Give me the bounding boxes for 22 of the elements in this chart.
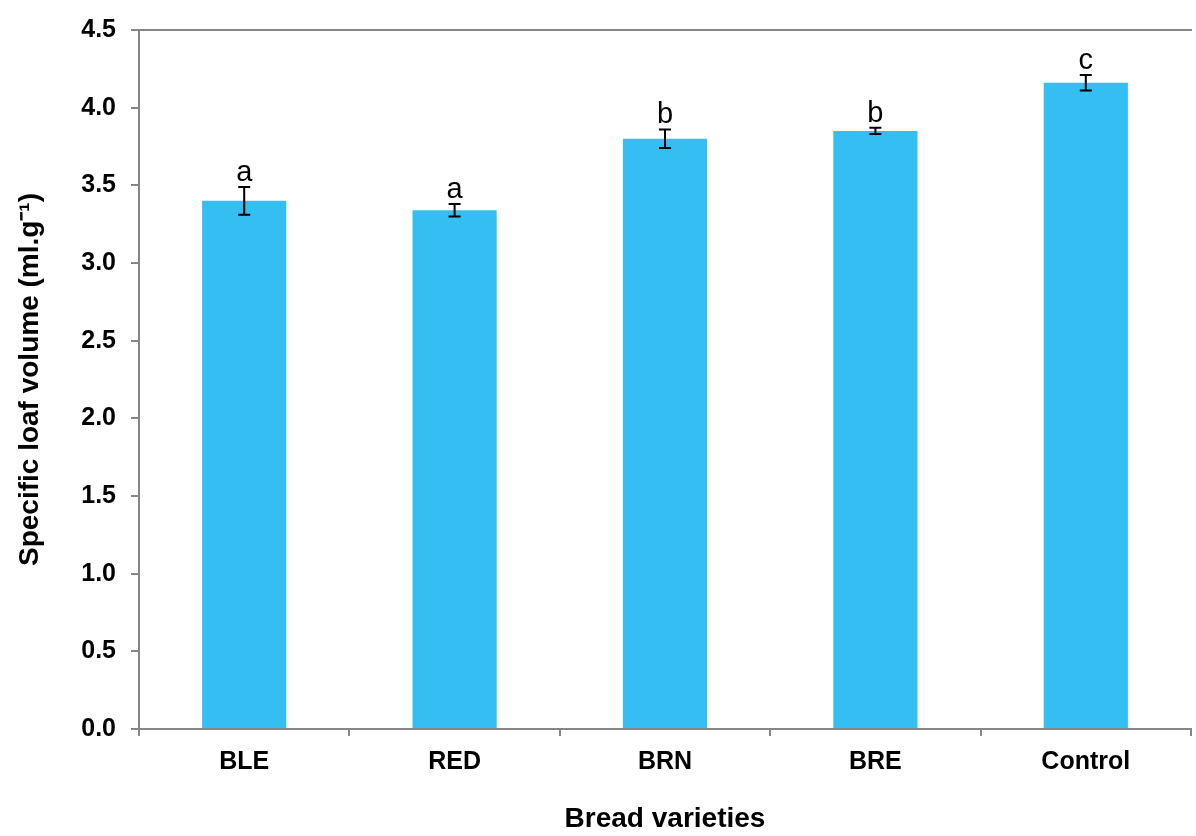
y-tick-label: 3.5 — [81, 169, 117, 198]
annotation: b — [656, 97, 674, 130]
y-tick-label: 2.0 — [81, 402, 116, 431]
annotation: a — [446, 171, 464, 204]
annotation: b — [867, 95, 884, 128]
y-tick-label: 2.5 — [81, 324, 117, 353]
y-axis-title: Specific loaf volume (ml.g⁻¹) — [12, 192, 44, 567]
y-tick-label: 0.5 — [81, 635, 117, 664]
x-tick-label: Control — [1041, 745, 1131, 774]
y-tick-label: 0.0 — [81, 712, 116, 741]
annotation: c — [1078, 43, 1094, 76]
annotation: a — [236, 154, 254, 187]
y-tick-label: 1.0 — [81, 557, 116, 586]
x-tick-label: BLE — [219, 745, 270, 774]
y-tick-label: 3.0 — [81, 246, 116, 275]
y-tick-label: 4.0 — [81, 91, 116, 120]
x-tick-label: RED — [428, 745, 481, 774]
x-tick-label: BRE — [849, 745, 902, 774]
y-tick-label: 1.5 — [81, 479, 117, 508]
x-axis-title: Bread varieties — [564, 801, 766, 833]
x-tick-label: BRN — [637, 745, 693, 774]
y-tick-label: 4.5 — [81, 13, 117, 42]
